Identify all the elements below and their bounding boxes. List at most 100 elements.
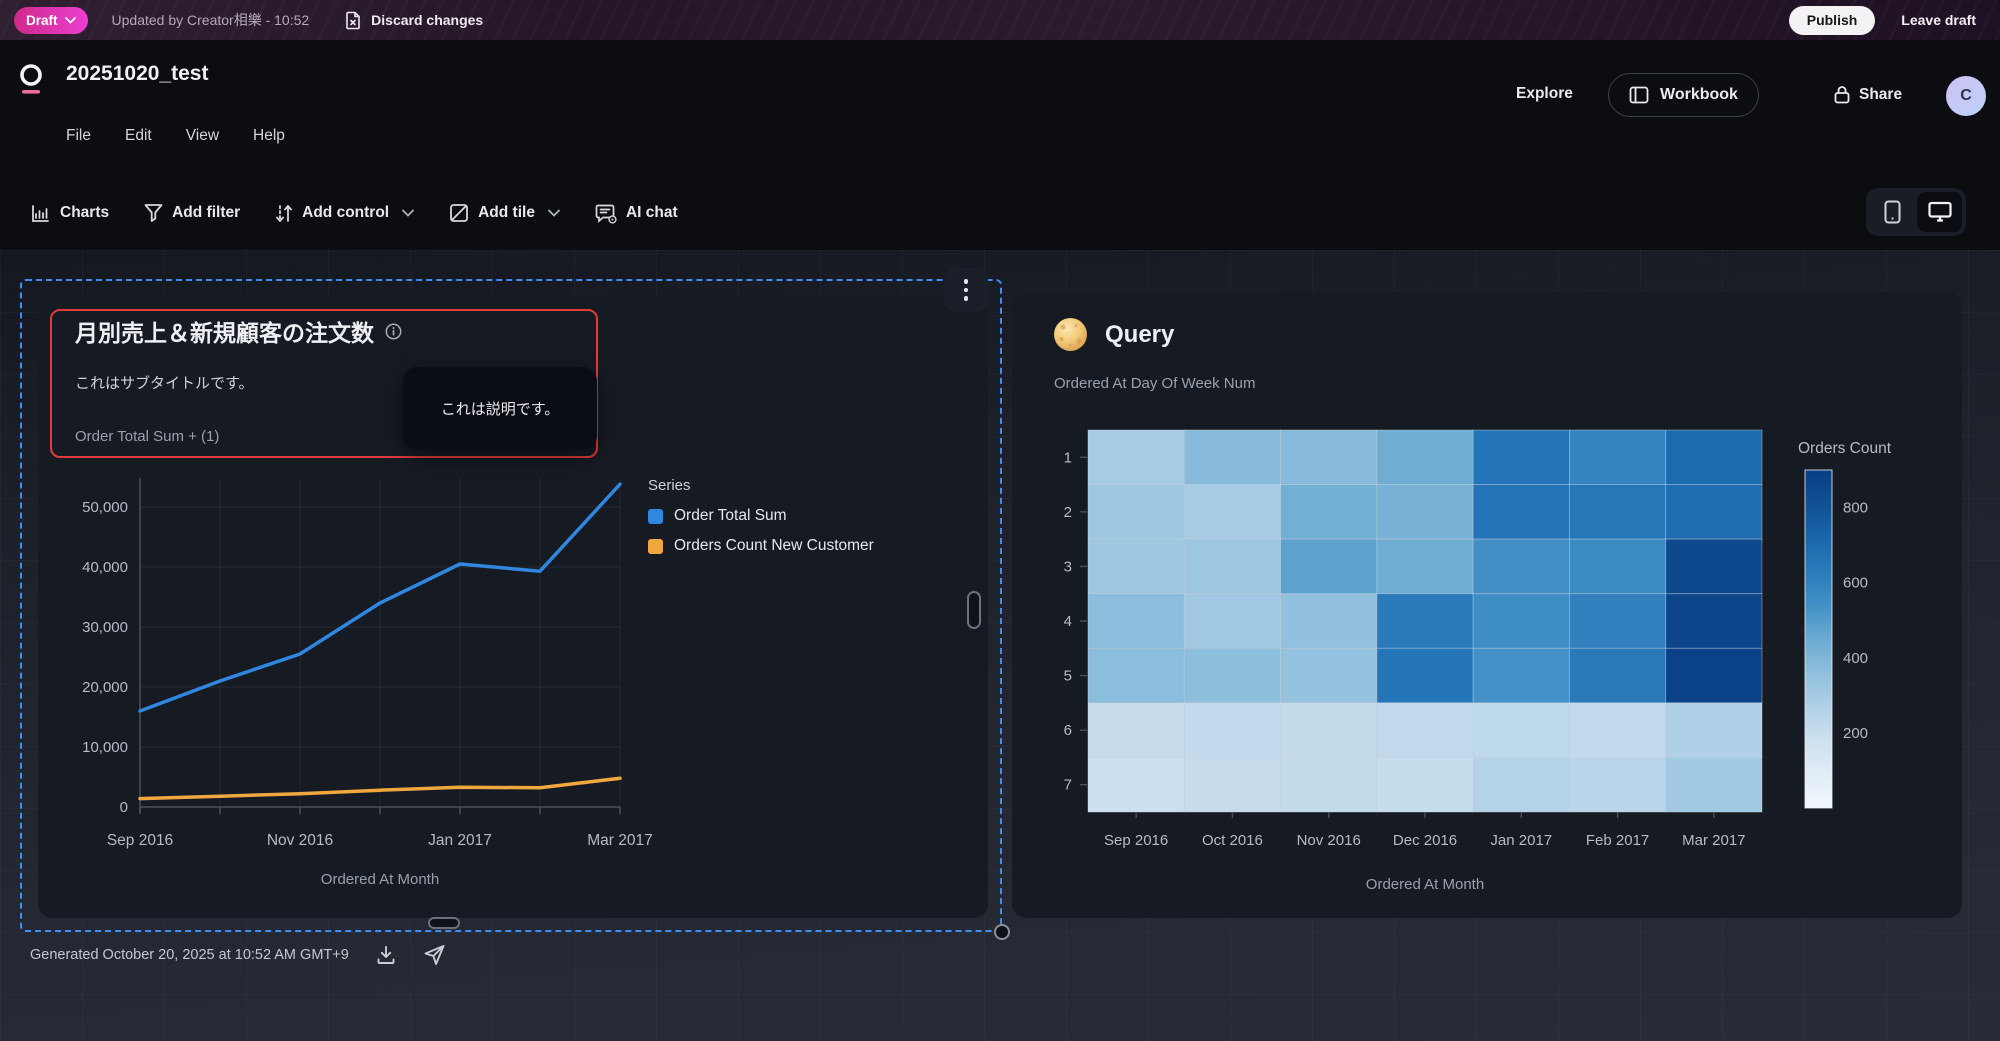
omni-logo-icon[interactable] [18,62,46,98]
desktop-preview-button[interactable] [1917,192,1962,232]
charts-button[interactable]: Charts [30,203,109,224]
add-filter-button[interactable]: Add filter [144,203,240,223]
menu-help[interactable]: Help [253,127,285,144]
field-pill-label[interactable]: Order Total Sum + (1) [75,428,220,445]
moon-emoji-icon [1054,318,1087,351]
svg-text:Mar 2017: Mar 2017 [1682,832,1745,849]
device-preview-toggle [1866,188,1966,236]
tile-title-row: Query [1052,316,1174,353]
heatmap-tile[interactable]: Query Ordered At Day Of Week Num 1 2 3 4 5 6 7… [1012,292,1962,918]
send-icon[interactable] [423,944,446,966]
ai-chat-icon [595,204,617,224]
resize-handle-corner[interactable] [994,924,1010,940]
svg-text:Jan 2017: Jan 2017 [428,832,492,849]
control-arrows-icon [276,204,293,222]
legend-item[interactable]: Order Total Sum [648,507,874,525]
svg-text:Nov 2016: Nov 2016 [267,832,333,849]
info-icon[interactable] [385,323,402,340]
add-control-button[interactable]: Add control [275,203,415,224]
ai-chat-label: AI chat [625,204,678,221]
svg-text:40,000: 40,000 [82,559,128,576]
svg-text:4: 4 [1064,613,1072,630]
svg-text:6: 6 [1064,722,1072,739]
ai-chat-button[interactable]: AI chat [595,203,678,224]
explore-button[interactable]: Explore [1516,85,1573,102]
svg-text:600: 600 [1843,575,1868,592]
leave-draft-button[interactable]: Leave draft [1901,12,1976,28]
workbook-label: Workbook [1660,86,1738,103]
download-icon[interactable] [375,944,397,966]
svg-text:Nov 2016: Nov 2016 [1297,832,1361,849]
mobile-preview-button[interactable] [1870,192,1915,232]
tile-title-text: Query [1105,320,1175,348]
monitor-icon [1927,201,1952,222]
line-chart-tile[interactable]: 月別売上＆新規顧客の注文数 これはサブタイトルです。 これは説明です。 Orde… [38,295,988,918]
dashboard-toolbar: Charts Add filter Add control [30,190,678,236]
svg-text:Sep 2016: Sep 2016 [107,832,173,849]
canvas-footer: Generated October 20, 2025 at 10:52 AM G… [30,944,446,966]
svg-text:1: 1 [1064,449,1072,466]
updated-by-text: Updated by Creator相樂 - 10:52 [111,12,310,28]
tile-icon [450,204,469,222]
document-title[interactable]: 20251020_test [66,62,209,85]
add-control-label: Add control [302,204,390,221]
tile-title-text: 月別売上＆新規顧客の注文数 [75,320,374,346]
workbook-icon [1629,86,1649,104]
svg-text:20,000: 20,000 [82,679,128,696]
share-label: Share [1859,85,1903,103]
menu-view[interactable]: View [185,127,220,144]
svg-text:5: 5 [1064,668,1072,685]
tile-menu-button[interactable] [944,268,988,312]
chevron-down-icon [402,209,415,217]
publish-button[interactable]: Publish [1788,5,1876,35]
generated-timestamp: Generated October 20, 2025 at 10:52 AM G… [30,947,349,963]
share-button[interactable]: Share [1834,85,1902,104]
svg-text:0: 0 [120,799,128,816]
svg-text:Ordered At Month: Ordered At Month [321,871,439,888]
heatmap-chart: 1 2 3 4 5 6 7 Sep 2016 Oct 2016 Nov 2016 Dec 2016 J… [1064,429,1892,893]
legend-item[interactable]: Orders Count New Customer [648,537,874,555]
charts-label: Charts [60,204,110,221]
legend-label: Orders Count New Customer [674,537,874,554]
dashboard-canvas: 月別売上＆新規顧客の注文数 これはサブタイトルです。 これは説明です。 Orde… [0,250,2000,1041]
legend-swatch [648,538,663,554]
menu-edit[interactable]: Edit [124,127,152,144]
user-avatar[interactable]: C [1946,76,1986,116]
resize-handle-right[interactable] [967,591,981,629]
svg-text:3: 3 [1064,558,1072,575]
svg-text:Dec 2016: Dec 2016 [1393,832,1457,849]
chevron-down-icon [64,16,76,24]
description-tooltip-text: これは説明です。 [440,401,560,418]
menu-file[interactable]: File [66,127,91,144]
svg-text:Jan 2017: Jan 2017 [1490,832,1552,849]
tile-title: 月別売上＆新規顧客の注文数 [75,314,402,348]
discard-file-icon [346,11,360,29]
resize-handle-bottom[interactable] [428,917,460,929]
discard-changes-button[interactable]: Discard changes [345,11,483,30]
add-filter-label: Add filter [172,204,241,221]
chart-legend: Series Order Total Sum Orders Count New C… [648,477,874,567]
svg-text:Oct 2016: Oct 2016 [1202,832,1263,849]
description-tooltip: これは説明です。 [403,367,597,450]
chevron-down-icon [548,209,560,217]
charts-icon [32,204,49,222]
svg-text:400: 400 [1843,650,1868,667]
lock-icon [1834,86,1850,104]
svg-text:7: 7 [1064,777,1072,794]
legend-label: Order Total Sum [674,507,787,524]
workbook-button[interactable]: Workbook [1608,73,1759,117]
svg-text:Mar 2017: Mar 2017 [587,832,652,849]
add-tile-button[interactable]: Add tile [449,203,560,223]
draft-topbar: Draft Updated by Creator相樂 - 10:52 Disca… [0,0,2000,40]
discard-changes-label: Discard changes [371,12,484,28]
filter-icon [144,204,163,222]
svg-text:200: 200 [1843,725,1868,742]
svg-text:2: 2 [1064,504,1072,521]
line-chart: 0 10,000 20,000 30,000 40,000 50,000 Sep 2016 N… [82,478,653,888]
draft-status-dropdown[interactable]: Draft [14,6,88,34]
legend-title: Series [648,477,691,494]
svg-text:Feb 2017: Feb 2017 [1586,832,1649,849]
svg-text:50,000: 50,000 [82,499,128,516]
tile-subtitle: これはサブタイトルです。 [75,375,254,392]
svg-text:800: 800 [1843,500,1868,517]
